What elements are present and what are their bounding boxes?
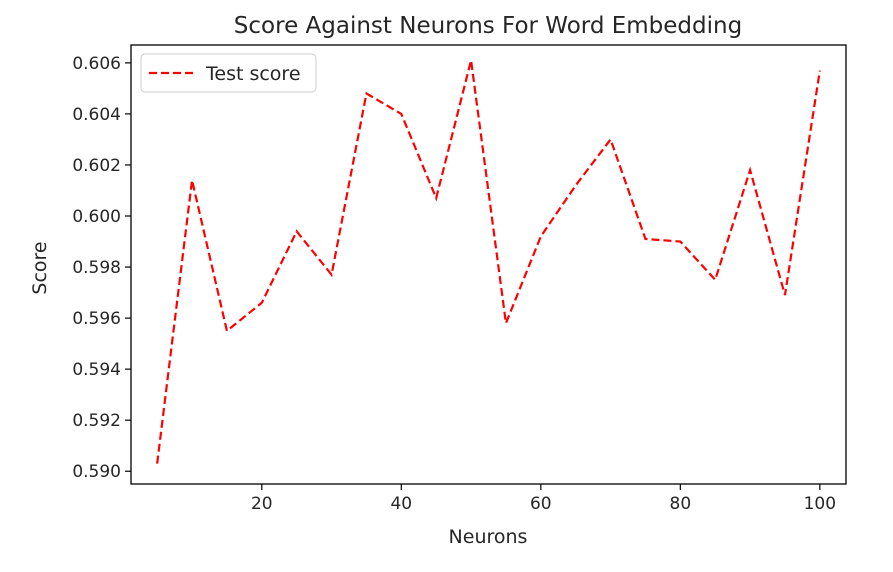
y-tick-label: 0.598 xyxy=(72,258,121,278)
legend-box xyxy=(140,53,317,93)
y-tick-label: 0.590 xyxy=(72,462,121,482)
plot-area xyxy=(156,60,821,464)
x-tick-label: 40 xyxy=(390,494,412,514)
y-axis-label: Score xyxy=(29,241,51,294)
x-tick-label: 20 xyxy=(251,494,273,514)
y-tick-label: 0.592 xyxy=(72,411,121,431)
x-axis: 20 40 60 80 100 xyxy=(251,484,836,514)
legend-label: Test score xyxy=(205,63,301,85)
y-tick-label: 0.606 xyxy=(72,54,121,74)
series-line-test-score xyxy=(156,60,821,464)
chart-title: Score Against Neurons For Word Embedding xyxy=(234,13,742,39)
y-axis: 0.590 0.592 0.594 0.596 0.598 0.600 0.602 0.604… xyxy=(72,54,131,482)
x-tick-label: 60 xyxy=(530,494,552,514)
y-tick-label: 0.596 xyxy=(72,309,121,329)
x-tick-label: 80 xyxy=(670,494,692,514)
y-tick-label: 0.600 xyxy=(72,207,121,227)
y-tick-label: 0.594 xyxy=(72,360,121,380)
y-tick-label: 0.604 xyxy=(72,105,121,125)
plot-frame xyxy=(130,44,847,485)
x-tick-label: 100 xyxy=(804,494,836,514)
y-tick-label: 0.602 xyxy=(72,156,121,176)
legend: Test score xyxy=(140,53,317,93)
x-axis-label: Neurons xyxy=(449,526,528,548)
